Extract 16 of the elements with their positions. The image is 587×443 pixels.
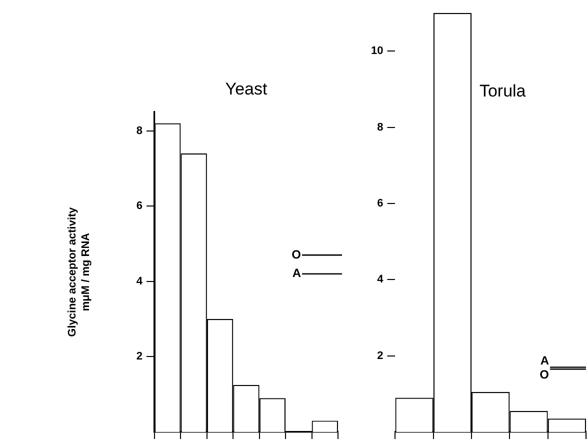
text: Torula: [479, 82, 526, 101]
y-tick-label: 8: [377, 121, 384, 134]
y-tick-label: 6: [377, 197, 384, 210]
chart-title: Yeast: [225, 80, 268, 99]
y-tick-label: 4: [377, 274, 384, 286]
y-tick-label: 2: [136, 350, 143, 363]
y-tick-label: 6: [136, 200, 143, 212]
y-tick-label: 2: [377, 350, 384, 362]
y-tick-label: 10: [370, 45, 384, 58]
ref-line-label: A: [540, 354, 550, 368]
ref-line-label: A: [292, 266, 302, 280]
ref-line-label: O: [540, 367, 549, 382]
y-axis-title: Glycine acceptor activity mμM / mg RNA: [66, 206, 92, 337]
ref-line-label: O: [292, 247, 301, 262]
y-tick-label: 4: [136, 275, 144, 288]
y-tick-label: 8: [136, 124, 143, 137]
